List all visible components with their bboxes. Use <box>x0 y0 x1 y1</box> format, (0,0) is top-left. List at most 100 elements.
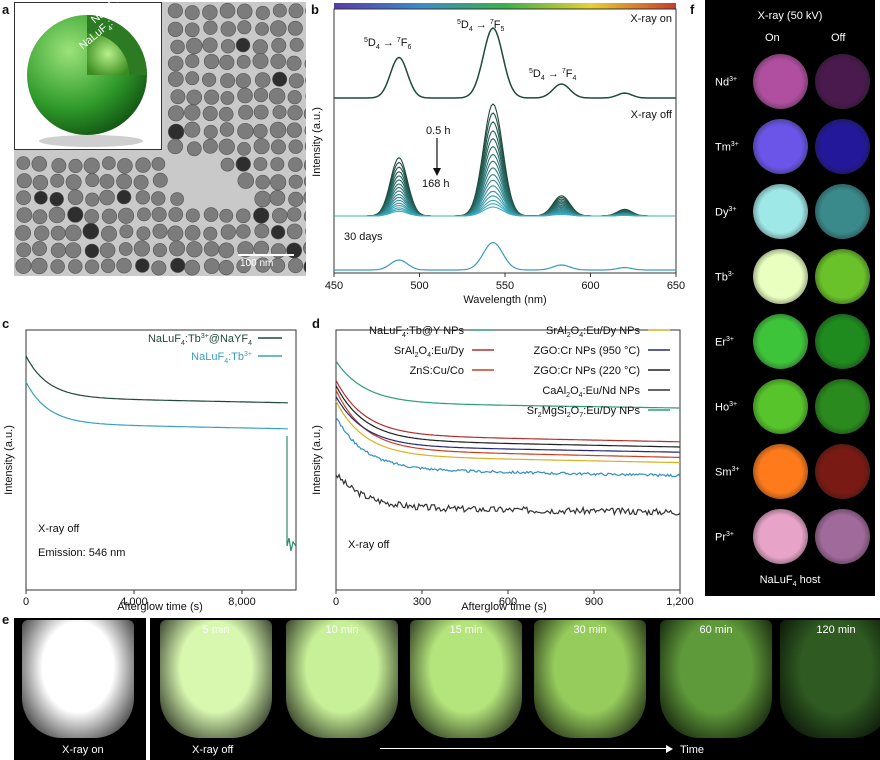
nanoparticle <box>303 176 306 187</box>
nanoparticle <box>237 122 254 140</box>
legend-entry-d: SrAl2O4:Eu/Dy <box>394 345 465 359</box>
xlabel-b: Wavelength (nm) <box>463 294 546 306</box>
x-tick-label-b: 600 <box>581 280 599 292</box>
vial: 10 min <box>286 620 398 738</box>
emission-dot-on <box>753 379 808 434</box>
ylabel-d: Intensity (a.u.) <box>311 425 323 495</box>
nanoparticle <box>168 123 185 140</box>
nanoparticle <box>84 243 100 259</box>
decay-curve <box>335 385 680 448</box>
nanoparticle <box>185 54 200 69</box>
nanoparticle <box>219 208 234 223</box>
nanoparticle <box>16 190 31 206</box>
vial: 120 min <box>780 620 880 738</box>
nanoparticle <box>287 207 302 222</box>
nanoparticle <box>270 174 287 191</box>
nanoparticle <box>184 121 201 138</box>
nanoparticle <box>288 191 304 207</box>
nanoparticle <box>270 225 286 240</box>
x-tick-label-d: 1,200 <box>666 596 694 608</box>
c-annotation-emission: Emission: 546 nm <box>38 547 125 559</box>
c-annotation-xray-off: X-ray off <box>38 523 80 535</box>
nanoparticle <box>151 206 167 222</box>
xray-off-caption: X-ray off <box>192 744 234 756</box>
nanoparticle <box>202 138 218 154</box>
nanoparticle <box>167 55 184 72</box>
nanoparticle <box>288 174 303 189</box>
nanoparticle <box>167 225 184 242</box>
nanoparticle <box>101 225 117 242</box>
nanoparticle <box>135 157 151 173</box>
legend-entry-c: NaLuF4:Tb3+@NaYF4 <box>148 333 252 347</box>
legend-entry-c: NaLuF4:Tb3+ <box>191 351 252 365</box>
nanoparticle <box>236 3 253 20</box>
emission-dot-off <box>815 184 870 239</box>
x-tick-label-c: 0 <box>23 596 29 608</box>
decay-arrowhead <box>433 168 441 176</box>
nanoparticle <box>102 156 116 171</box>
xray-on-caption: X-ray on <box>62 744 104 756</box>
nanoparticle <box>303 261 306 273</box>
nanoparticle <box>118 242 133 256</box>
nanoparticle <box>99 189 115 206</box>
decay-curve <box>25 381 288 430</box>
thirty-days-label: 30 days <box>344 231 383 243</box>
nanoparticle <box>235 73 251 89</box>
nanoparticle <box>253 87 269 103</box>
nanoparticle <box>288 157 303 172</box>
afterglow-spectrum <box>334 206 676 217</box>
nanoparticle <box>220 91 235 105</box>
ion-label: Er3+ <box>715 336 734 349</box>
nanoparticle <box>186 89 203 106</box>
nanoparticle <box>204 89 220 105</box>
nanoparticle <box>253 138 270 155</box>
nanoparticle <box>270 258 286 273</box>
emission-dot-on <box>753 444 808 499</box>
emission-dot-on <box>753 119 808 174</box>
spectra-chart: 450 500 550 600 650 X-ray on X-ray off 30 da… <box>311 3 685 306</box>
vial: 15 min <box>410 620 522 738</box>
nanoparticle <box>219 54 235 71</box>
nanoparticle <box>268 87 286 105</box>
vial: 60 min <box>660 620 772 738</box>
ion-label: Sm3+ <box>715 466 740 479</box>
decay-curve <box>335 396 680 453</box>
nanoparticle <box>116 189 132 205</box>
nanoparticle <box>202 106 218 122</box>
nanoparticle <box>16 173 32 189</box>
nanoparticle <box>32 209 48 225</box>
xray-on-spectrum <box>334 27 676 99</box>
nanoparticle <box>186 241 203 258</box>
emission-dot-off <box>815 444 870 499</box>
legend-entry-d: SrAl2O4:Eu/Dy NPs <box>546 325 641 339</box>
ion-label: Pr3+ <box>715 531 734 544</box>
d-annotation-xray-off: X-ray off <box>348 539 390 551</box>
nanoparticle <box>184 225 201 241</box>
nanoparticle <box>289 37 304 52</box>
x-tick-label-c: 4,000 <box>120 596 148 608</box>
nanoparticle <box>303 108 306 120</box>
nanoparticle <box>237 87 253 104</box>
nanoparticle <box>31 156 47 172</box>
nanoparticle <box>49 192 64 207</box>
transition-label: 5D4 → 7F5 <box>457 19 505 33</box>
nanoparticle <box>218 260 234 276</box>
vial-time-label: 60 min <box>699 624 733 636</box>
nanoparticle <box>83 157 100 174</box>
decay-curve <box>335 473 681 517</box>
nanoparticle <box>287 90 302 105</box>
nanoparticle <box>288 258 304 274</box>
afterglow-chart-d: 0 300 600 900 1,200 NaLuF4:Tb@Y NPs SrAl2O4:E… <box>311 325 694 613</box>
nanoparticle <box>270 53 286 70</box>
nanoparticle <box>255 257 271 273</box>
vial-time-label: 5 min <box>202 624 230 636</box>
vial-time-label: 15 min <box>449 624 483 636</box>
nanoparticle <box>50 242 66 258</box>
nanoparticle <box>288 139 303 154</box>
nanoparticle <box>203 258 220 274</box>
nanoparticle <box>32 241 47 257</box>
nanoparticle <box>67 206 84 223</box>
nanoparticle <box>51 158 67 174</box>
panel-label-e: e <box>2 612 10 627</box>
nanoparticle <box>137 207 151 222</box>
